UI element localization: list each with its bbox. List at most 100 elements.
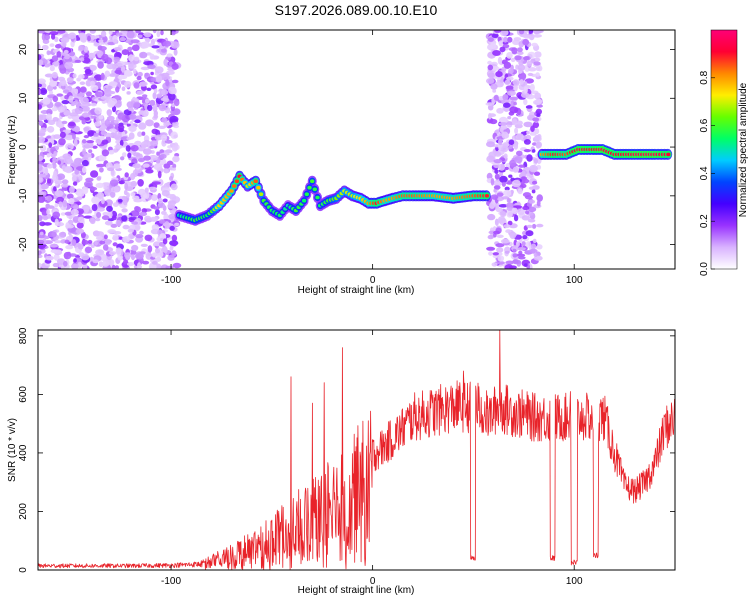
noise-blob — [77, 216, 85, 223]
noise-blob — [113, 163, 121, 170]
noise-blob — [528, 186, 535, 190]
noise-blob — [78, 175, 83, 182]
noise-blob — [73, 205, 80, 210]
noise-blob — [112, 242, 118, 247]
noise-blob — [134, 119, 141, 124]
noise-blob — [140, 243, 148, 247]
noise-blob — [494, 218, 499, 226]
noise-blob — [163, 213, 169, 221]
noise-blob — [172, 155, 180, 163]
noise-blob — [494, 30, 502, 33]
noise-blob — [512, 253, 518, 258]
noise-blob — [130, 192, 136, 197]
noise-blob — [79, 57, 85, 62]
noise-blob — [57, 106, 65, 113]
noise-blob — [492, 252, 499, 256]
noise-blob — [51, 107, 58, 112]
snr-series-layer — [38, 330, 675, 570]
noise-blob — [56, 173, 66, 180]
noise-blob — [143, 61, 152, 66]
noise-blob — [128, 61, 135, 68]
noise-blob — [530, 243, 537, 250]
noise-blob — [505, 260, 514, 265]
noise-blob — [84, 180, 93, 188]
noise-blob — [42, 215, 49, 221]
noise-blob — [523, 135, 528, 140]
noise-blob — [137, 131, 143, 137]
noise-blob — [512, 166, 519, 173]
ridge-core — [229, 189, 234, 193]
noise-blob — [133, 56, 140, 62]
noise-blob — [96, 176, 102, 181]
colorbar: 0.0 0.2 0.4 0.6 0.8 Normalized spectral ampl… — [699, 29, 749, 276]
snr-x-axis: -100 0 100 — [161, 330, 583, 587]
noise-blob — [506, 76, 514, 81]
noise-blob — [76, 191, 85, 198]
noise-blob — [92, 145, 98, 149]
noise-blob — [142, 94, 148, 98]
noise-blob — [101, 255, 109, 262]
noise-blob — [91, 196, 100, 204]
noise-blob — [127, 113, 137, 120]
noise-blob — [135, 234, 144, 239]
noise-blob — [114, 123, 120, 131]
noise-blob — [61, 100, 70, 105]
noise-blob — [110, 223, 118, 228]
noise-blob — [52, 117, 59, 122]
noise-blob — [140, 141, 148, 149]
noise-blob — [162, 198, 168, 203]
noise-blob — [71, 239, 77, 246]
noise-blob — [46, 209, 50, 215]
noise-blob — [152, 92, 157, 100]
noise-blob — [117, 198, 123, 203]
noise-blob — [501, 196, 510, 200]
noise-blob — [501, 181, 506, 187]
noise-blob — [41, 44, 49, 51]
noise-blob — [507, 220, 513, 226]
noise-blob — [113, 119, 119, 124]
noise-blob — [152, 30, 157, 34]
snr-x-tick-label: 100 — [566, 576, 583, 587]
spectrogram-x-tick-label: 0 — [370, 275, 376, 286]
noise-blob — [92, 132, 99, 138]
noise-blob — [145, 119, 154, 127]
noise-blob — [169, 176, 174, 181]
noise-blob — [503, 166, 510, 171]
snr-x-tick-label: -100 — [161, 576, 181, 587]
spectrogram-x-tick-label: -100 — [161, 275, 181, 286]
colorbar-tick-label: 0.6 — [699, 118, 710, 132]
noise-blob — [532, 180, 538, 185]
noise-blob — [38, 30, 46, 34]
noise-blob — [495, 207, 503, 213]
noise-blob — [141, 41, 150, 49]
noise-blob — [166, 160, 174, 166]
noise-blob — [56, 93, 63, 97]
noise-blob — [523, 121, 533, 128]
noise-blob — [499, 46, 506, 53]
noise-blob — [123, 189, 128, 196]
noise-blob — [155, 129, 161, 136]
noise-blob — [143, 109, 149, 117]
noise-blob — [118, 124, 125, 130]
noise-blob — [506, 210, 513, 218]
noise-blob — [113, 231, 122, 235]
noise-blob — [66, 193, 74, 200]
noise-blob — [163, 168, 169, 174]
noise-blob — [38, 195, 46, 203]
noise-blob — [107, 167, 115, 172]
noise-blob — [127, 228, 135, 233]
noise-blob — [79, 86, 87, 93]
noise-blob — [84, 246, 93, 254]
noise-blob — [70, 208, 79, 216]
noise-blob — [81, 112, 90, 118]
noise-blob — [513, 101, 517, 106]
noise-blob — [48, 142, 53, 149]
noise-blob — [123, 80, 132, 88]
noise-blob — [144, 187, 149, 193]
noise-blob — [492, 50, 501, 56]
noise-blob — [490, 83, 498, 90]
noise-blob — [121, 131, 126, 138]
noise-blob — [172, 121, 179, 127]
noise-blob — [38, 54, 42, 61]
ridge-core — [312, 187, 317, 192]
